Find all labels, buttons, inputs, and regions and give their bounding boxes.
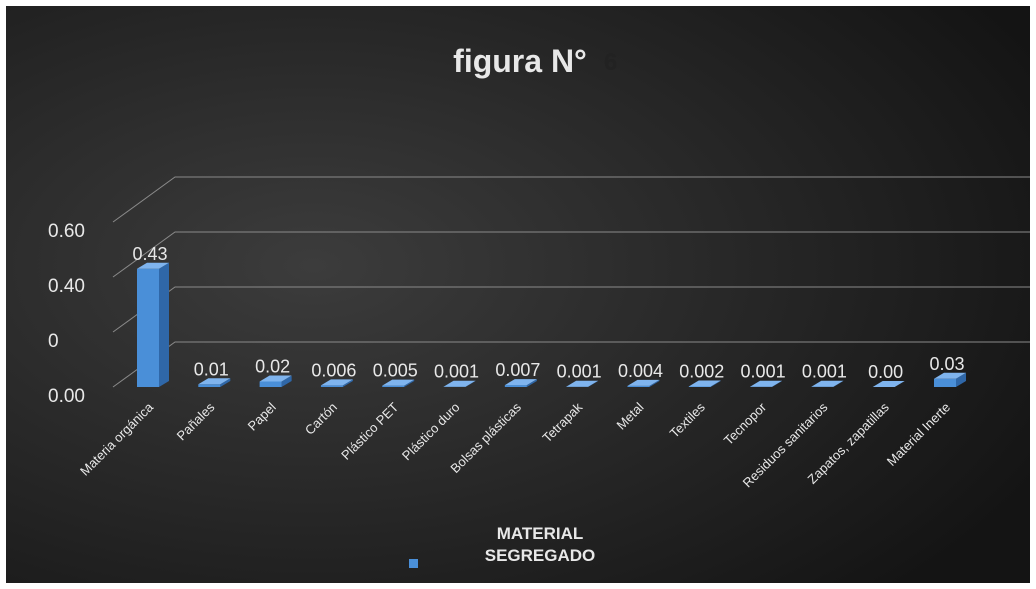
bar-top bbox=[320, 379, 353, 386]
y-tick-label: 0.40 bbox=[48, 276, 85, 297]
bar-side bbox=[281, 375, 292, 387]
bar bbox=[198, 384, 221, 387]
bar-top bbox=[259, 375, 292, 382]
bar-side bbox=[159, 262, 169, 387]
bar-top bbox=[627, 379, 660, 386]
grid-line bbox=[112, 341, 1030, 388]
bar bbox=[688, 386, 711, 387]
bar-side bbox=[526, 379, 537, 387]
bar-top bbox=[688, 380, 721, 387]
bar bbox=[627, 385, 650, 387]
bar-side bbox=[772, 380, 783, 387]
value-label: 0.004 bbox=[618, 361, 663, 381]
chart-title: figura N° bbox=[453, 43, 587, 79]
title-overlay: 6 bbox=[604, 49, 617, 76]
bar-side bbox=[710, 380, 721, 387]
bar-side bbox=[220, 378, 231, 387]
value-label: 0.001 bbox=[741, 362, 786, 382]
bar-top bbox=[566, 380, 599, 387]
value-label: 0.43 bbox=[132, 244, 167, 264]
bar bbox=[504, 385, 527, 387]
value-label: 0.00 bbox=[868, 362, 903, 382]
bar-side bbox=[833, 380, 844, 387]
grid-line bbox=[112, 231, 1030, 278]
bar-top bbox=[137, 262, 169, 269]
bar bbox=[259, 381, 282, 387]
bar-side bbox=[342, 379, 353, 387]
bar-top bbox=[198, 378, 231, 385]
value-label: 0.007 bbox=[495, 360, 540, 380]
y-tick-label: 0 bbox=[48, 331, 59, 352]
bar-top bbox=[382, 379, 415, 386]
y-tick-label: 0.00 bbox=[48, 386, 85, 407]
bar-top bbox=[443, 380, 476, 387]
value-label: 0.01 bbox=[194, 359, 229, 379]
bar-side bbox=[649, 379, 660, 387]
bar-side bbox=[588, 380, 599, 387]
value-label: 0.001 bbox=[802, 362, 847, 382]
legend-label: MATERIAL SEGREGADO bbox=[484, 524, 596, 565]
bar-top bbox=[504, 379, 537, 386]
chart-background bbox=[6, 6, 1030, 583]
y-tick-label: 0.60 bbox=[48, 221, 85, 242]
bar-side bbox=[404, 379, 415, 387]
bar bbox=[137, 268, 159, 387]
bar-top bbox=[934, 372, 966, 379]
bar-top bbox=[811, 380, 844, 387]
value-label: 0.006 bbox=[311, 360, 356, 380]
grid-line bbox=[112, 176, 1030, 223]
legend-swatch bbox=[409, 559, 418, 568]
bar-top bbox=[872, 381, 905, 387]
bar-side bbox=[956, 372, 966, 387]
bar bbox=[320, 385, 343, 387]
bar bbox=[382, 385, 405, 387]
grid-line bbox=[112, 286, 1030, 333]
bar bbox=[934, 378, 956, 387]
value-label: 0.001 bbox=[557, 362, 602, 382]
bar-side bbox=[465, 380, 476, 387]
value-label: 0.02 bbox=[255, 357, 290, 377]
value-label: 0.005 bbox=[373, 361, 418, 381]
value-label: 0.002 bbox=[679, 361, 724, 381]
value-label: 0.03 bbox=[929, 354, 964, 374]
bar-top bbox=[750, 380, 783, 387]
value-label: 0.001 bbox=[434, 362, 479, 382]
